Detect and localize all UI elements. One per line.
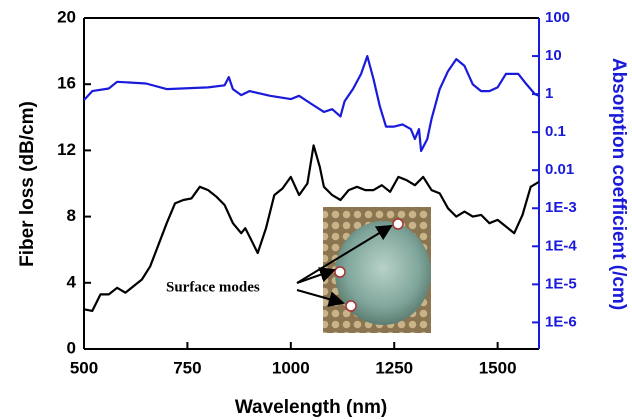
annotation: Surface modes — [166, 279, 260, 295]
x-tick-label: 1000 — [272, 358, 310, 377]
inset-photo — [323, 207, 431, 333]
y2-tick-label: 0.01 — [545, 161, 574, 178]
data-line — [83, 55, 540, 153]
y2-tick-label: 10 — [545, 47, 562, 64]
y2-tick-label: 0.1 — [545, 123, 566, 140]
y-tick-label: 4 — [67, 272, 77, 291]
y2-tick-label: 1 — [545, 85, 553, 102]
y-tick-label: 20 — [57, 7, 76, 26]
data-line — [83, 144, 540, 312]
x-tick-label: 750 — [173, 358, 201, 377]
y-tick-label: 8 — [67, 206, 76, 225]
x-tick-label: 500 — [70, 358, 98, 377]
annotation-arrows — [296, 224, 393, 307]
x-tick-label: 1250 — [375, 358, 413, 377]
y2-tick-label: 1E-5 — [545, 275, 577, 292]
y-tick-label: 16 — [57, 74, 76, 93]
y2-tick-label: 1E-3 — [545, 199, 577, 216]
y2-tick-label: 1E-6 — [545, 313, 577, 330]
y-tick-label: 12 — [57, 140, 76, 159]
y-axis-title: Fiber loss (dB/cm) — [17, 101, 38, 267]
x-tick-label: 1500 — [479, 358, 517, 377]
y2-axis-title: Absorption coefficient (/cm) — [608, 58, 629, 310]
y-tick-label: 0 — [67, 338, 76, 357]
y2-tick-label: 100 — [545, 9, 570, 26]
x-axis-title: Wavelength (nm) — [235, 397, 387, 418]
y2-tick-label: 1E-4 — [545, 237, 577, 254]
